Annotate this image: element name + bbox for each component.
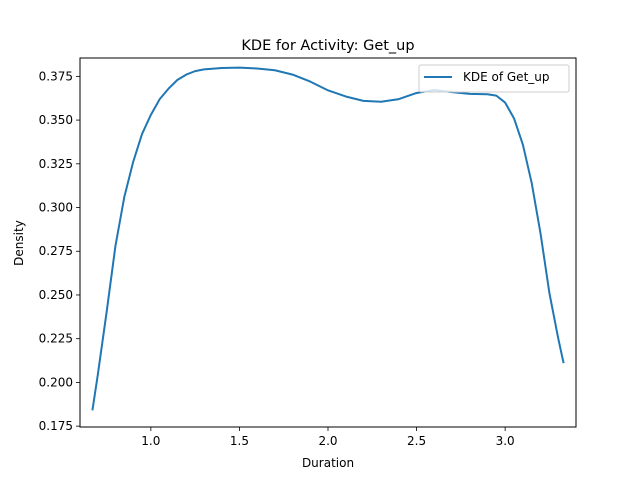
y-tick-label: 0.225 <box>39 332 73 346</box>
y-tick-label: 0.275 <box>39 244 73 258</box>
legend-box <box>418 64 570 93</box>
chart-title: KDE for Activity: Get_up <box>241 38 414 54</box>
y-axis-ticks: 0.175 0.200 0.225 0.250 0.275 0.300 0.325 0.350… <box>39 69 80 433</box>
y-tick-label: 0.250 <box>39 288 73 302</box>
y-tick-label: 0.350 <box>39 113 73 127</box>
x-axis-ticks: 1.0 1.5 2.0 2.5 3.0 <box>141 427 515 448</box>
kde-curve <box>91 66 565 411</box>
x-tick-label: 1.5 <box>230 434 249 448</box>
y-tick-label: 0.375 <box>39 69 73 83</box>
x-tick-label: 2.0 <box>318 434 337 448</box>
x-axis-label: Duration <box>302 456 354 470</box>
legend-label: KDE of Get_up <box>463 70 550 84</box>
y-tick-label: 0.175 <box>39 419 73 433</box>
y-axis-label: Density <box>12 220 26 266</box>
x-tick-label: 2.5 <box>407 434 426 448</box>
y-tick-label: 0.325 <box>39 157 73 171</box>
x-tick-label: 1.0 <box>141 434 160 448</box>
legend: KDE of Get_up <box>418 64 570 93</box>
y-tick-label: 0.200 <box>39 375 73 389</box>
plot-area <box>91 66 565 411</box>
x-tick-label: 3.0 <box>496 434 515 448</box>
y-tick-label: 0.300 <box>39 201 73 215</box>
